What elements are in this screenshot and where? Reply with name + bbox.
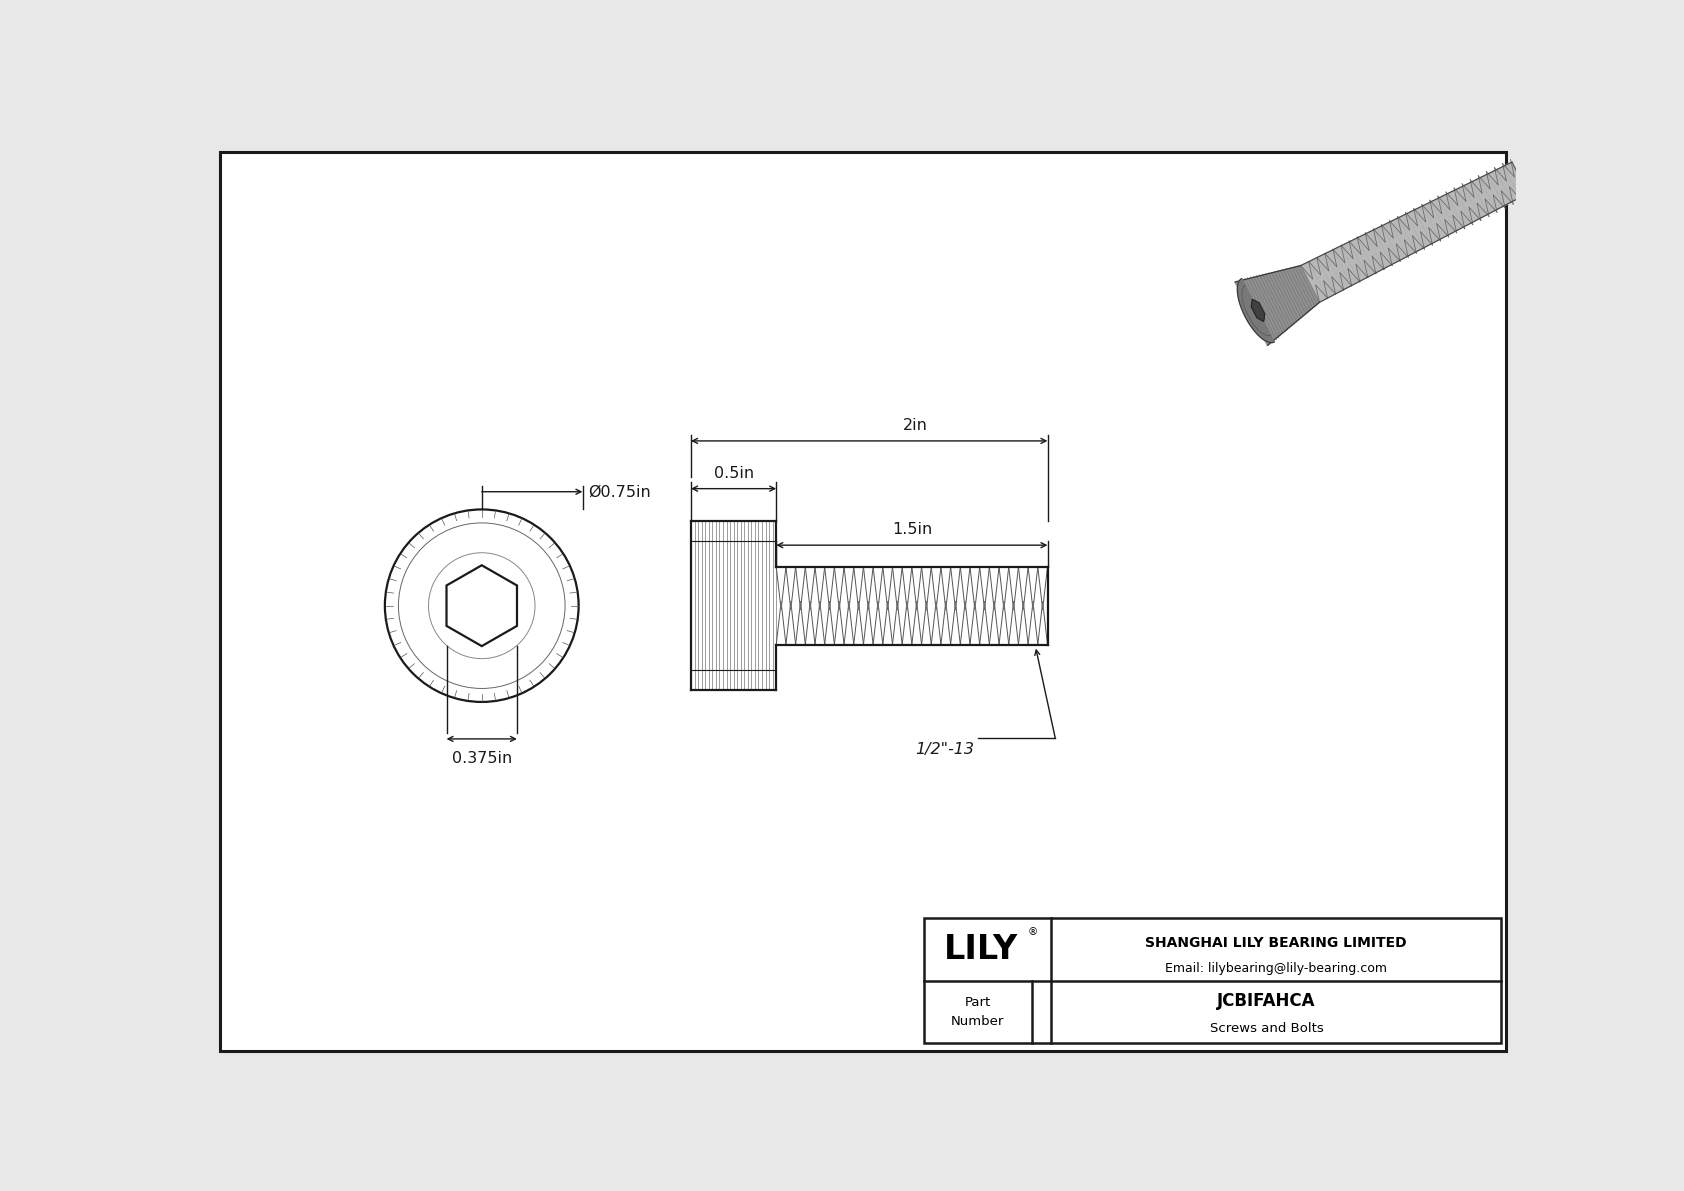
Bar — [923, 918, 1500, 1043]
Text: 1/2"-13: 1/2"-13 — [914, 742, 973, 757]
Text: ®: ® — [1027, 928, 1037, 937]
Polygon shape — [1300, 162, 1527, 303]
Text: LILY: LILY — [945, 933, 1019, 966]
Text: 2in: 2in — [903, 418, 928, 434]
Text: 0.5in: 0.5in — [714, 466, 754, 481]
Polygon shape — [1234, 266, 1320, 345]
Text: Screws and Bolts: Screws and Bolts — [1209, 1022, 1324, 1035]
Text: JCBIFAHCA: JCBIFAHCA — [1218, 992, 1315, 1010]
Text: 0.375in: 0.375in — [451, 752, 512, 766]
Text: Part
Number: Part Number — [951, 996, 1004, 1028]
Text: Email: lilybearing@lily-bearing.com: Email: lilybearing@lily-bearing.com — [1165, 961, 1388, 974]
Polygon shape — [1251, 299, 1265, 322]
Text: SHANGHAI LILY BEARING LIMITED: SHANGHAI LILY BEARING LIMITED — [1145, 936, 1406, 950]
Text: 1.5in: 1.5in — [893, 523, 931, 537]
Polygon shape — [1238, 279, 1275, 343]
Text: Ø0.75in: Ø0.75in — [588, 485, 650, 499]
